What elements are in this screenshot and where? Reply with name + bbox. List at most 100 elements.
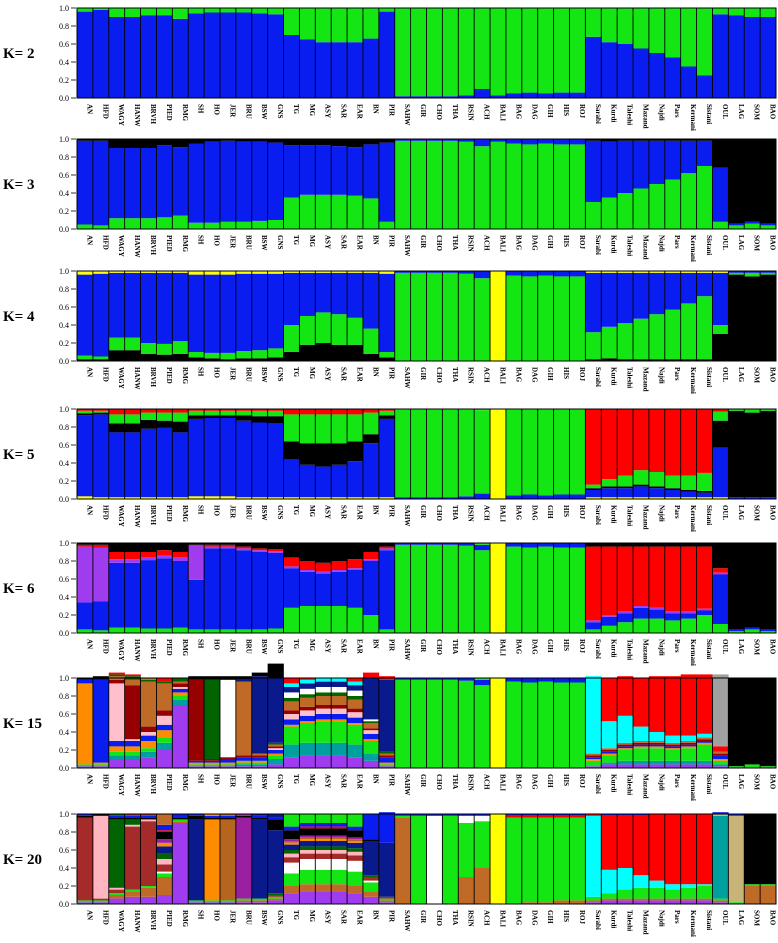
bar-segment — [648, 546, 666, 608]
bar-segment — [601, 753, 618, 756]
population-label: TG — [292, 235, 300, 246]
population-label: ASY — [324, 505, 332, 519]
population-label: WAGY — [117, 639, 125, 661]
bar-segment — [283, 678, 300, 684]
bar-segment — [108, 350, 125, 361]
population-label: SOM — [753, 639, 761, 655]
bar-segment — [585, 140, 602, 202]
population-label: Najdi — [657, 104, 665, 121]
bar-segment — [744, 17, 761, 98]
bar-segment — [235, 420, 253, 498]
bar-segment — [156, 497, 173, 499]
bar-segment — [378, 757, 396, 763]
bar-segment — [410, 543, 427, 545]
bar-segment — [633, 815, 650, 876]
bar-segment — [108, 148, 125, 219]
bar-segment — [331, 344, 348, 361]
bar-segment — [251, 358, 268, 361]
bar-segment — [156, 724, 173, 731]
bar-segment — [760, 139, 777, 224]
bar-segment — [140, 726, 157, 732]
bar-segment — [283, 272, 300, 325]
bar-segment — [347, 568, 364, 570]
bar-segment — [251, 755, 268, 758]
population-label: PIR — [387, 639, 395, 652]
bar-segment — [299, 679, 316, 684]
bar-segment — [458, 409, 475, 497]
bar-segment — [235, 271, 253, 274]
bar-segment — [601, 615, 618, 617]
bar-segment — [267, 753, 284, 756]
bar-segment — [601, 893, 618, 899]
bar-segment — [585, 753, 602, 756]
bar-segment — [648, 742, 666, 745]
bar-segment — [378, 271, 396, 274]
bar-segment — [601, 898, 618, 901]
population-label: HANW — [133, 910, 141, 933]
bar-segment — [299, 835, 316, 838]
bar-segment — [537, 139, 554, 144]
bar-segment — [283, 726, 300, 745]
bar-segment — [378, 418, 396, 498]
bar-segment — [77, 814, 94, 816]
bar-segment — [124, 755, 141, 759]
bar-segment — [315, 846, 332, 850]
bar-segment — [760, 631, 777, 633]
bar-segment — [283, 409, 300, 415]
bar-segment — [585, 484, 602, 489]
bar-segment — [585, 755, 602, 758]
bar-segment — [92, 630, 110, 633]
bar-segment — [140, 8, 157, 16]
population-label: Pars — [673, 367, 681, 381]
population-label: WAGY — [117, 235, 125, 257]
bar-segment — [299, 715, 316, 722]
bar-segment — [664, 735, 681, 743]
bar-segment — [362, 678, 380, 720]
bar-segment — [299, 850, 316, 854]
bar-segment — [251, 271, 268, 274]
bar-segment — [188, 543, 205, 545]
bar-segment — [648, 272, 666, 315]
bar-segment — [712, 900, 729, 903]
bar-segment — [569, 144, 586, 229]
population-label: Sistani — [705, 505, 713, 525]
bar-segment — [124, 350, 141, 361]
bar-segment — [362, 353, 380, 361]
bar-segment — [569, 814, 586, 816]
bar-segment — [362, 144, 380, 199]
bar-segment — [299, 841, 316, 847]
bar-segment — [283, 414, 300, 442]
bar-segment — [347, 830, 364, 838]
population-label: AN — [85, 235, 93, 245]
bar-segment — [140, 15, 157, 99]
bar-segment — [521, 678, 539, 683]
bar-segment — [204, 546, 221, 549]
bar-segment — [267, 764, 284, 768]
bar-segment — [648, 486, 666, 489]
population-label: OUL — [721, 910, 729, 926]
bar-segment — [426, 679, 443, 768]
population-label: Pars — [673, 639, 681, 653]
bar-segment — [92, 766, 110, 768]
bar-segment — [108, 755, 125, 759]
bar-segment — [204, 410, 221, 416]
bar-segment — [156, 824, 173, 831]
bar-segment — [315, 414, 332, 444]
population-label: Pars — [673, 104, 681, 118]
bar-segment — [156, 412, 173, 421]
bar-segment — [633, 900, 650, 904]
population-label: ASY — [324, 235, 332, 249]
bar-segment — [585, 139, 602, 141]
bar-segment — [664, 8, 681, 58]
bar-segment — [172, 272, 189, 342]
bar-segment — [156, 678, 173, 682]
population-label: ASY — [324, 774, 332, 788]
population-label: DAG — [530, 505, 538, 521]
bar-segment — [347, 848, 364, 852]
population-label: SAHW — [403, 235, 411, 256]
population-label: THA — [451, 505, 459, 520]
population-label: ROJ — [578, 639, 586, 654]
bar-segment — [585, 676, 602, 754]
bar-segment — [664, 764, 681, 768]
bar-segment — [204, 139, 221, 142]
